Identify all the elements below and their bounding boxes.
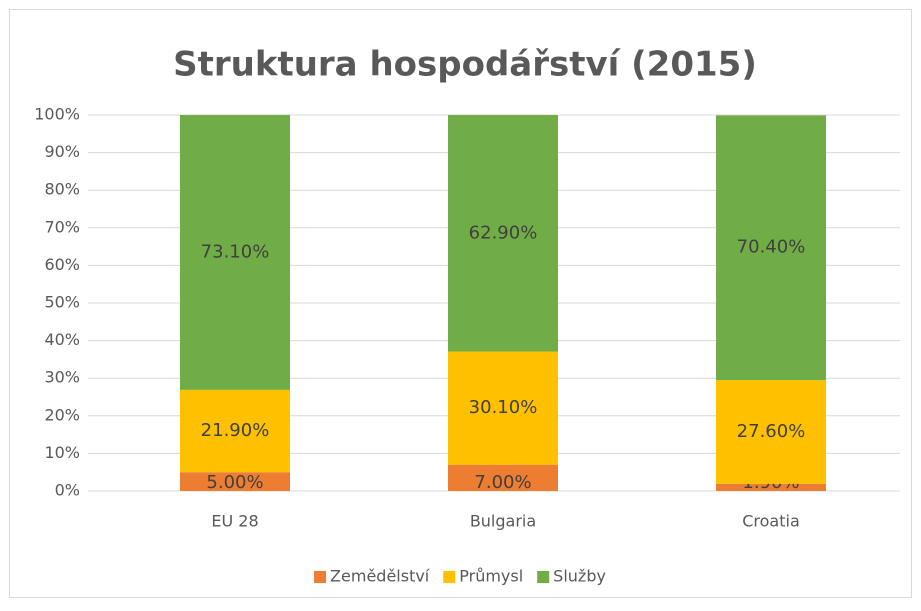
data-label: 5.00% (206, 472, 263, 493)
data-label: 70.40% (737, 237, 806, 258)
data-label: 30.10% (469, 397, 538, 418)
y-tick-label: 80% (44, 180, 80, 199)
legend-swatch (537, 571, 550, 583)
y-tick-label: 70% (44, 217, 80, 236)
bar-segment (180, 389, 290, 473)
y-tick-label: 10% (44, 443, 80, 462)
y-tick-label: 60% (44, 255, 80, 274)
y-tick-label: 0% (55, 481, 80, 500)
data-label: 27.60% (737, 421, 806, 442)
x-tick-label: Croatia (742, 512, 800, 531)
bar-segment (448, 351, 558, 465)
data-label: 7.00% (474, 472, 531, 493)
y-tick-label: 40% (44, 330, 80, 349)
bar-segment (448, 115, 558, 352)
bar-segment (180, 115, 290, 390)
data-label: 73.10% (201, 241, 270, 262)
y-tick-label: 50% (44, 293, 80, 312)
y-tick-label: 20% (44, 405, 80, 424)
bar-segment (716, 380, 826, 484)
legend-label: Průmysl (459, 567, 523, 586)
y-tick-label: 30% (44, 368, 80, 387)
bar-segment (180, 472, 290, 491)
bar-segment (716, 115, 826, 381)
y-tick-label: 90% (44, 142, 80, 161)
x-tick-label: Bulgaria (470, 512, 536, 531)
data-label: 21.90% (201, 420, 270, 441)
legend-swatch (314, 571, 327, 583)
legend-label: Zemědělství (330, 567, 430, 586)
bar-segment (448, 464, 558, 491)
y-tick-label: 100% (34, 105, 80, 124)
x-tick-label: EU 28 (211, 512, 258, 531)
chart-title: Struktura hospodářství (2015) (173, 45, 757, 85)
legend-label: Služby (553, 567, 606, 586)
legend-swatch (443, 571, 456, 583)
bar-segment (716, 483, 826, 491)
data-label: 62.90% (469, 222, 538, 243)
